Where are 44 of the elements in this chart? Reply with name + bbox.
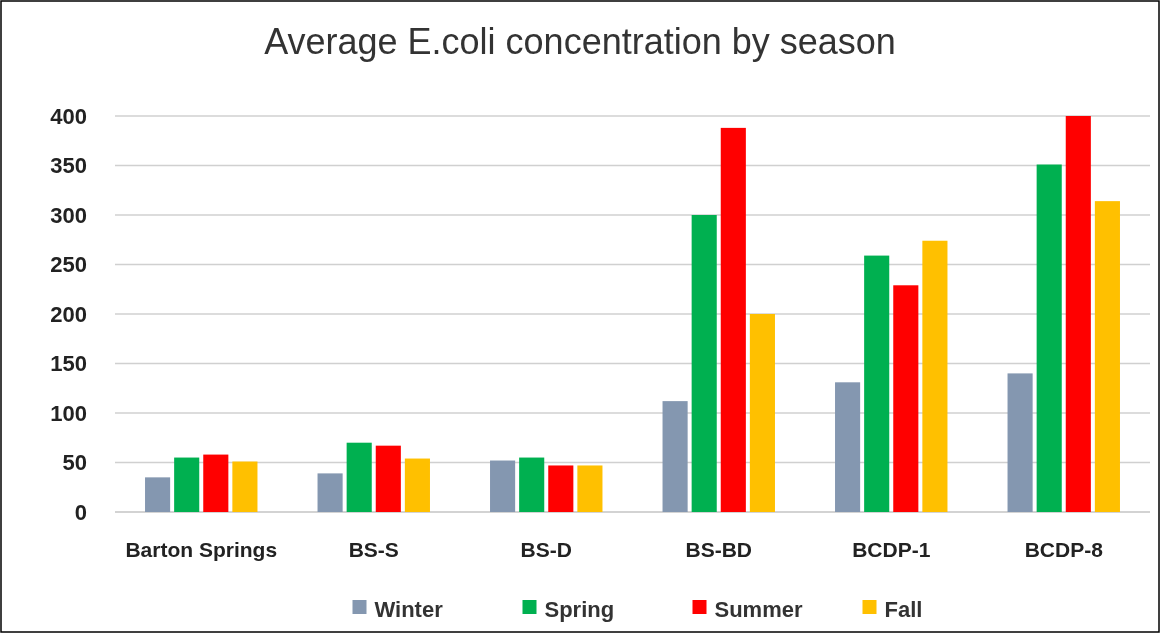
y-tick-label: 250 <box>50 252 87 278</box>
bar <box>1007 373 1033 512</box>
legend-label: Winter <box>374 596 444 622</box>
x-tick-label: BS-BD <box>685 538 752 561</box>
bar <box>174 457 200 512</box>
bar <box>1065 116 1091 512</box>
legend-label: Fall <box>884 596 923 622</box>
bar <box>404 458 430 512</box>
x-tick-label: BS-S <box>348 538 399 561</box>
y-tick-label: 50 <box>62 450 87 476</box>
bar <box>720 127 746 512</box>
bar <box>548 465 574 512</box>
bar <box>490 460 516 512</box>
legend-label: Summer <box>714 596 803 622</box>
bar <box>577 465 603 512</box>
x-tick-label: BS-D <box>520 538 572 561</box>
y-tick-label: 0 <box>74 499 87 525</box>
bar <box>691 215 717 512</box>
y-tick-label: 400 <box>50 103 87 129</box>
chart-title: Average E.coli concentration by season <box>264 21 896 62</box>
bar <box>203 454 229 512</box>
y-tick-label: 200 <box>50 301 87 327</box>
y-tick-label: 350 <box>50 153 87 179</box>
bar <box>835 382 861 512</box>
bar <box>922 240 948 512</box>
bar <box>232 461 258 512</box>
bar <box>1036 164 1062 512</box>
bar <box>749 314 775 512</box>
y-tick-label: 100 <box>50 400 87 426</box>
bar <box>346 442 372 512</box>
bar <box>317 473 343 512</box>
bar <box>864 255 890 512</box>
y-tick-label: 300 <box>50 202 87 228</box>
y-tick-label: 150 <box>50 351 87 377</box>
legend-label: Spring <box>544 596 615 622</box>
bar <box>375 445 401 512</box>
bar <box>662 401 688 512</box>
bar <box>519 457 545 512</box>
x-tick-label: BCDP-1 <box>852 538 931 561</box>
bar <box>1094 201 1120 512</box>
x-tick-label: BCDP-8 <box>1024 538 1104 561</box>
x-tick-label: Barton Springs <box>125 538 278 561</box>
bar <box>145 477 171 512</box>
bar <box>893 285 919 512</box>
